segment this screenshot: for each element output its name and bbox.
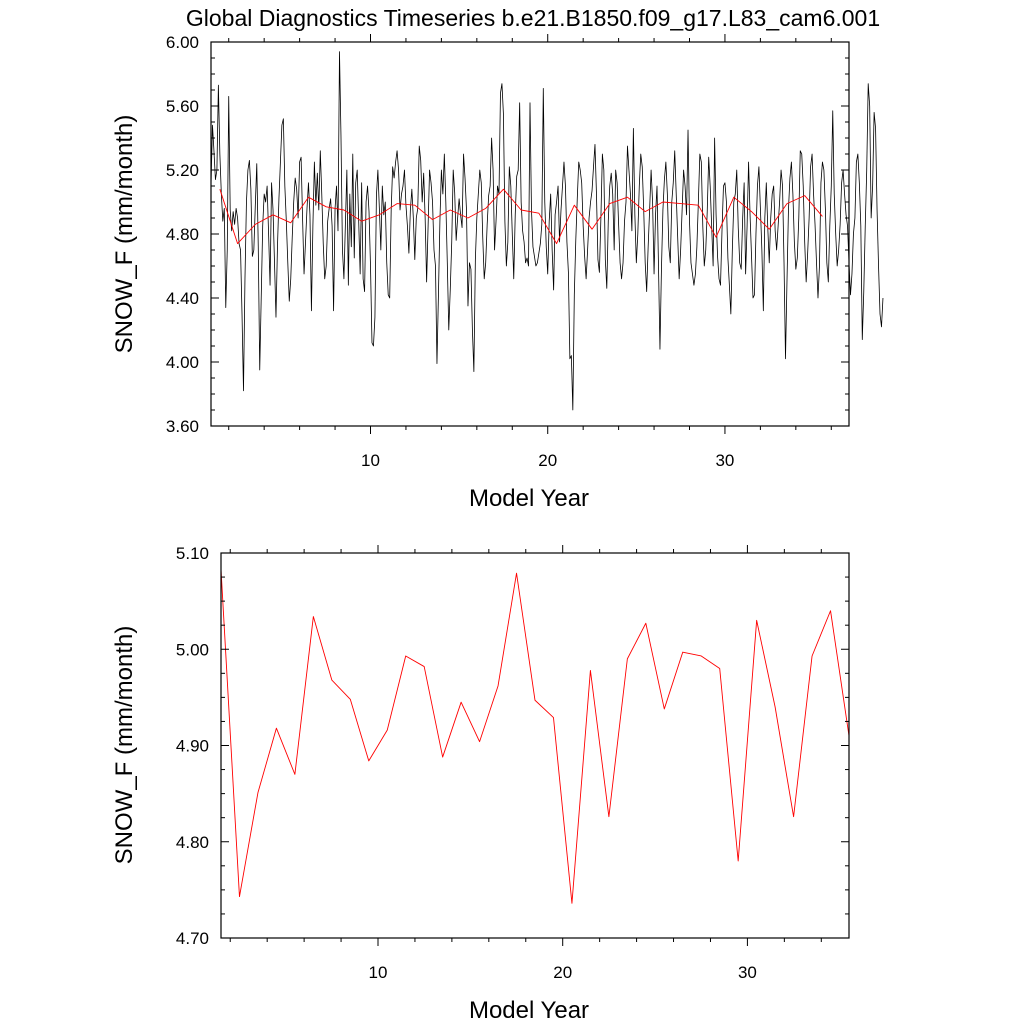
bottom-y-tick-label: 5.00 <box>176 640 209 659</box>
bottom-plot-frame <box>220 552 850 939</box>
bottom-x-axis-label: Model Year <box>469 997 589 1024</box>
top-y-tick-label: 5.20 <box>166 161 199 180</box>
top-y-axis-label: SNOW_F (mm/month) <box>111 115 138 354</box>
top-x-tick-label: 30 <box>715 451 734 470</box>
bottom-x-tick-label: 30 <box>738 963 757 982</box>
top-y-tick-label: 6.00 <box>166 33 199 52</box>
top-x-tick-label: 10 <box>361 451 380 470</box>
top-y-tick-label: 4.80 <box>166 225 199 244</box>
bottom-x-tick-label: 20 <box>553 963 572 982</box>
top-monthly-series-line <box>210 51 884 411</box>
bottom-y-tick-label: 4.80 <box>176 833 209 852</box>
top-x-axis-label: Model Year <box>469 485 589 512</box>
top-annual-series-line <box>219 188 823 245</box>
bottom-x-tick-label: 10 <box>369 963 388 982</box>
top-y-tick-label: 3.60 <box>166 417 199 436</box>
bottom-y-axis-label: SNOW_F (mm/month) <box>111 626 138 865</box>
bottom-annual-series-line <box>220 569 850 904</box>
top-x-tick-label: 20 <box>538 451 557 470</box>
bottom-y-tick-label: 5.10 <box>176 544 209 563</box>
chart-title: Global Diagnostics Timeseries b.e21.B185… <box>186 5 880 31</box>
bottom-y-tick-label: 4.70 <box>176 929 209 948</box>
top-y-tick-label: 5.60 <box>166 97 199 116</box>
top-plot-frame <box>210 41 850 427</box>
bottom-y-tick-label: 4.90 <box>176 737 209 756</box>
top-y-tick-label: 4.00 <box>166 353 199 372</box>
bottom-panel: 4.70 4.80 4.90 5.00 5.10 10 20 30 Model Year SN… <box>111 544 850 1024</box>
top-y-tick-label: 4.40 <box>166 289 199 308</box>
top-panel: 3.60 4.00 4.40 4.80 5.20 5.60 6.00 10 20 30 Model… <box>111 33 884 512</box>
